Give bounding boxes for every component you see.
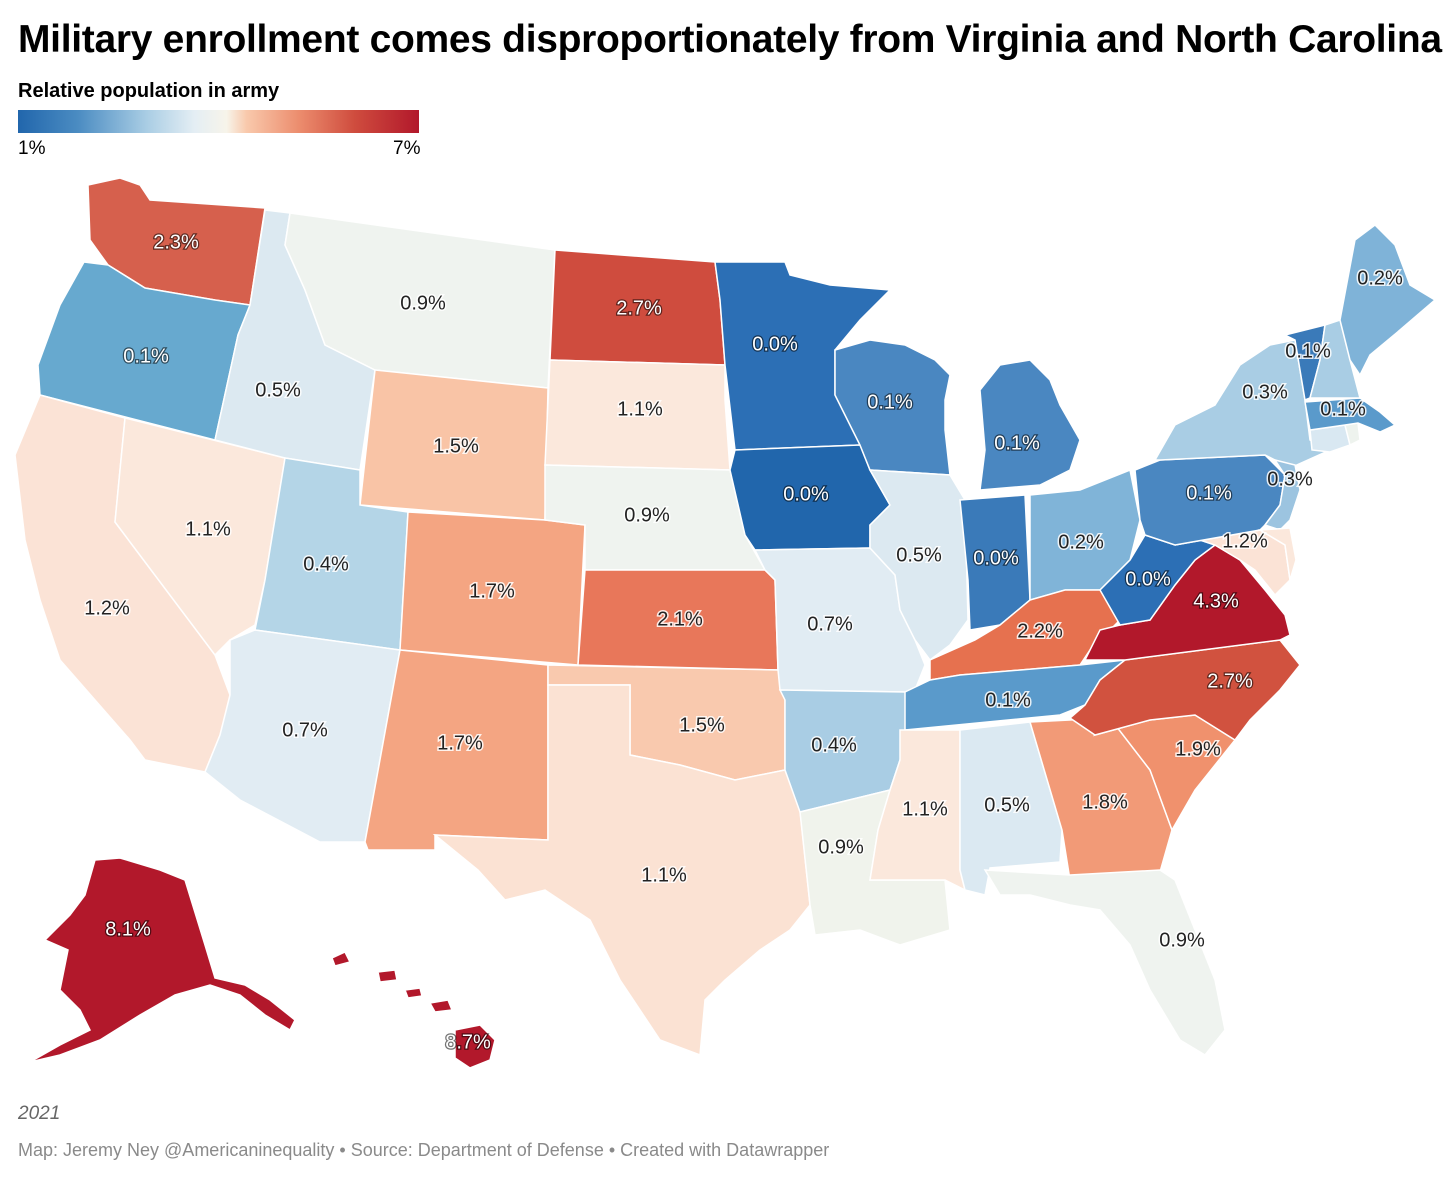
value-label-sc: 1.9%: [1175, 738, 1221, 760]
legend-min-label: 1%: [18, 138, 46, 159]
value-label-la: 0.9%: [818, 836, 864, 858]
state-nc: [1068, 639, 1301, 742]
value-label-ak: 8.1%: [105, 918, 151, 940]
value-label-or: 0.1%: [123, 345, 169, 367]
value-label-md: 1.2%: [1222, 530, 1268, 552]
value-label-mi: 0.1%: [994, 432, 1040, 454]
value-label-ga: 1.8%: [1082, 791, 1128, 813]
value-label-nv: 1.1%: [185, 518, 231, 540]
value-label-ny: 0.3%: [1242, 381, 1288, 403]
value-label-il: 0.5%: [896, 544, 942, 566]
value-label-nc: 2.7%: [1207, 670, 1253, 692]
value-label-mt: 0.9%: [400, 292, 446, 314]
value-label-ca: 1.2%: [84, 597, 130, 619]
value-label-mo: 0.7%: [807, 613, 853, 635]
value-label-ky: 2.2%: [1017, 620, 1063, 642]
value-label-me: 0.2%: [1357, 267, 1403, 289]
chart-title: Military enrollment comes disproportiona…: [18, 18, 1442, 61]
value-label-al: 0.5%: [984, 794, 1030, 816]
state-fl: [983, 869, 1226, 1056]
value-label-id: 0.5%: [255, 379, 301, 401]
value-label-co: 1.7%: [469, 580, 515, 602]
year-note: 2021: [18, 1103, 61, 1124]
state-wi: [834, 339, 951, 476]
state-mi: [979, 359, 1081, 491]
value-label-mn: 0.0%: [752, 333, 798, 355]
credits-line: Map: Jeremy Ney @Americaninequality • So…: [18, 1140, 830, 1160]
value-label-vt: 0.1%: [1285, 340, 1331, 362]
state-hi: [331, 951, 496, 1069]
value-label-fl: 0.9%: [1159, 929, 1205, 951]
state-sd: [544, 359, 731, 471]
value-label-ms: 1.1%: [902, 798, 948, 820]
value-label-in: 0.0%: [973, 547, 1019, 569]
value-label-hi: 8.7%: [445, 1031, 491, 1053]
value-label-sd: 1.1%: [617, 398, 663, 420]
value-label-pa: 0.1%: [1186, 482, 1232, 504]
state-de: [1257, 527, 1297, 581]
value-label-az: 0.7%: [282, 719, 328, 741]
state-co: [399, 511, 586, 666]
state-tx: [432, 684, 811, 1057]
value-label-va: 4.3%: [1193, 590, 1239, 612]
value-label-ia: 0.0%: [783, 483, 829, 505]
value-label-oh: 0.2%: [1058, 531, 1104, 553]
labels-layer: 2.3% 0.1% 1.2% 1.1% 0.5% 0.9% 1.5% 0.4% 0.7% 1.7%…: [83, 230, 1405, 1055]
states-layer: [14, 177, 1437, 1069]
value-label-tn: 0.1%: [985, 689, 1031, 711]
value-label-wv: 0.0%: [1125, 568, 1171, 590]
state-ak: [29, 857, 296, 1063]
value-label-ok: 1.5%: [679, 714, 725, 736]
state-me: [1339, 224, 1437, 377]
value-label-wy: 1.5%: [433, 435, 479, 457]
value-label-ut: 0.4%: [303, 553, 349, 575]
value-label-ar: 0.4%: [811, 734, 857, 756]
value-label-wi: 0.1%: [867, 391, 913, 413]
value-label-wa: 2.3%: [153, 231, 199, 253]
state-ma: [1304, 397, 1397, 433]
value-label-nd: 2.7%: [616, 297, 662, 319]
value-label-ma: 0.1%: [1320, 398, 1366, 420]
value-label-ks: 2.1%: [657, 608, 703, 630]
value-label-nj: 0.3%: [1267, 468, 1313, 490]
legend-title: Relative population in army: [18, 80, 280, 102]
value-label-nm: 1.7%: [437, 732, 483, 754]
legend-gradient-bar: [18, 110, 419, 133]
value-label-tx: 1.1%: [641, 864, 687, 886]
legend-max-label: 7%: [393, 138, 421, 159]
value-label-ne: 0.9%: [624, 504, 670, 526]
